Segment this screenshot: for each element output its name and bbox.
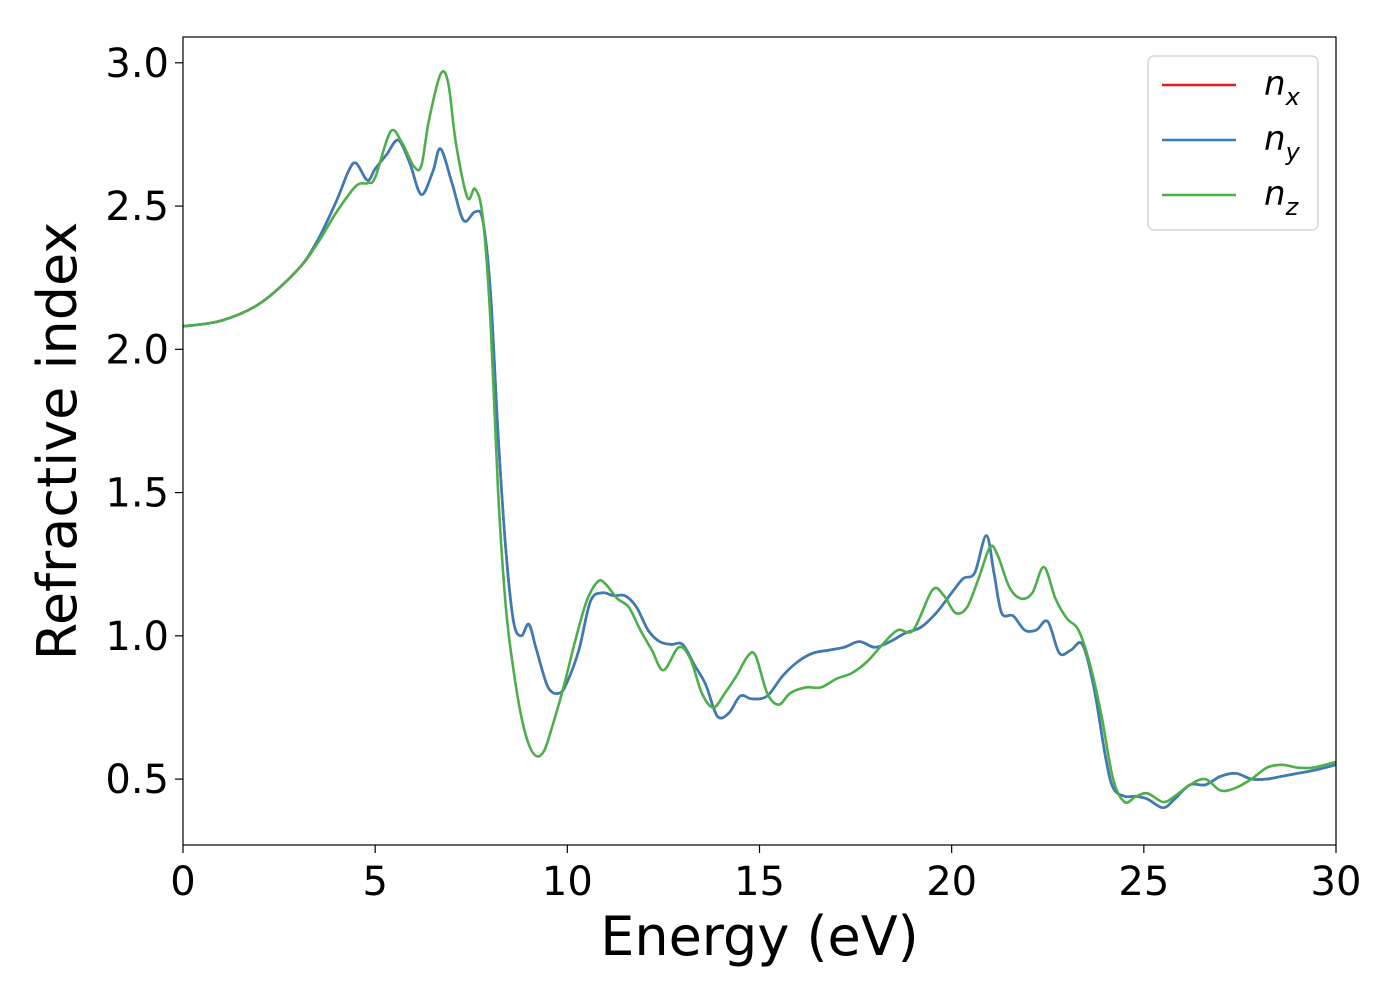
y-axis-ticks: 0.5 1.0 1.5 2.0 2.5 3.0 (105, 41, 183, 803)
x-tick-label: 15 (734, 859, 785, 905)
y-tick-label: 1.0 (105, 614, 169, 660)
legend-label-nx: nx (1264, 64, 1301, 111)
x-tick-label: 0 (170, 859, 195, 905)
y-tick-label: 2.5 (105, 184, 169, 230)
series-line-nz (182, 69, 1337, 804)
x-tick-label: 10 (542, 859, 593, 905)
legend-label-ny: ny (1264, 119, 1301, 166)
plot-lines (182, 69, 1337, 810)
legend-label-nz: nz (1264, 174, 1300, 221)
x-axis-label: Energy (eV) (600, 905, 919, 968)
y-tick-label: 3.0 (105, 41, 169, 87)
x-axis-ticks: 0 5 10 15 20 25 30 (170, 845, 1361, 905)
x-tick-label: 5 (362, 859, 387, 905)
x-tick-label: 25 (1118, 859, 1169, 905)
y-tick-label: 1.5 (105, 471, 169, 517)
legend: nx ny nz (1147, 55, 1319, 231)
x-tick-label: 30 (1311, 859, 1362, 905)
y-tick-label: 0.5 (105, 757, 169, 803)
y-tick-label: 2.0 (105, 327, 169, 373)
series-line-ny (182, 138, 1337, 810)
x-tick-label: 20 (926, 859, 977, 905)
legend-box (1147, 55, 1319, 231)
y-axis-label: Refractive index (26, 222, 89, 661)
